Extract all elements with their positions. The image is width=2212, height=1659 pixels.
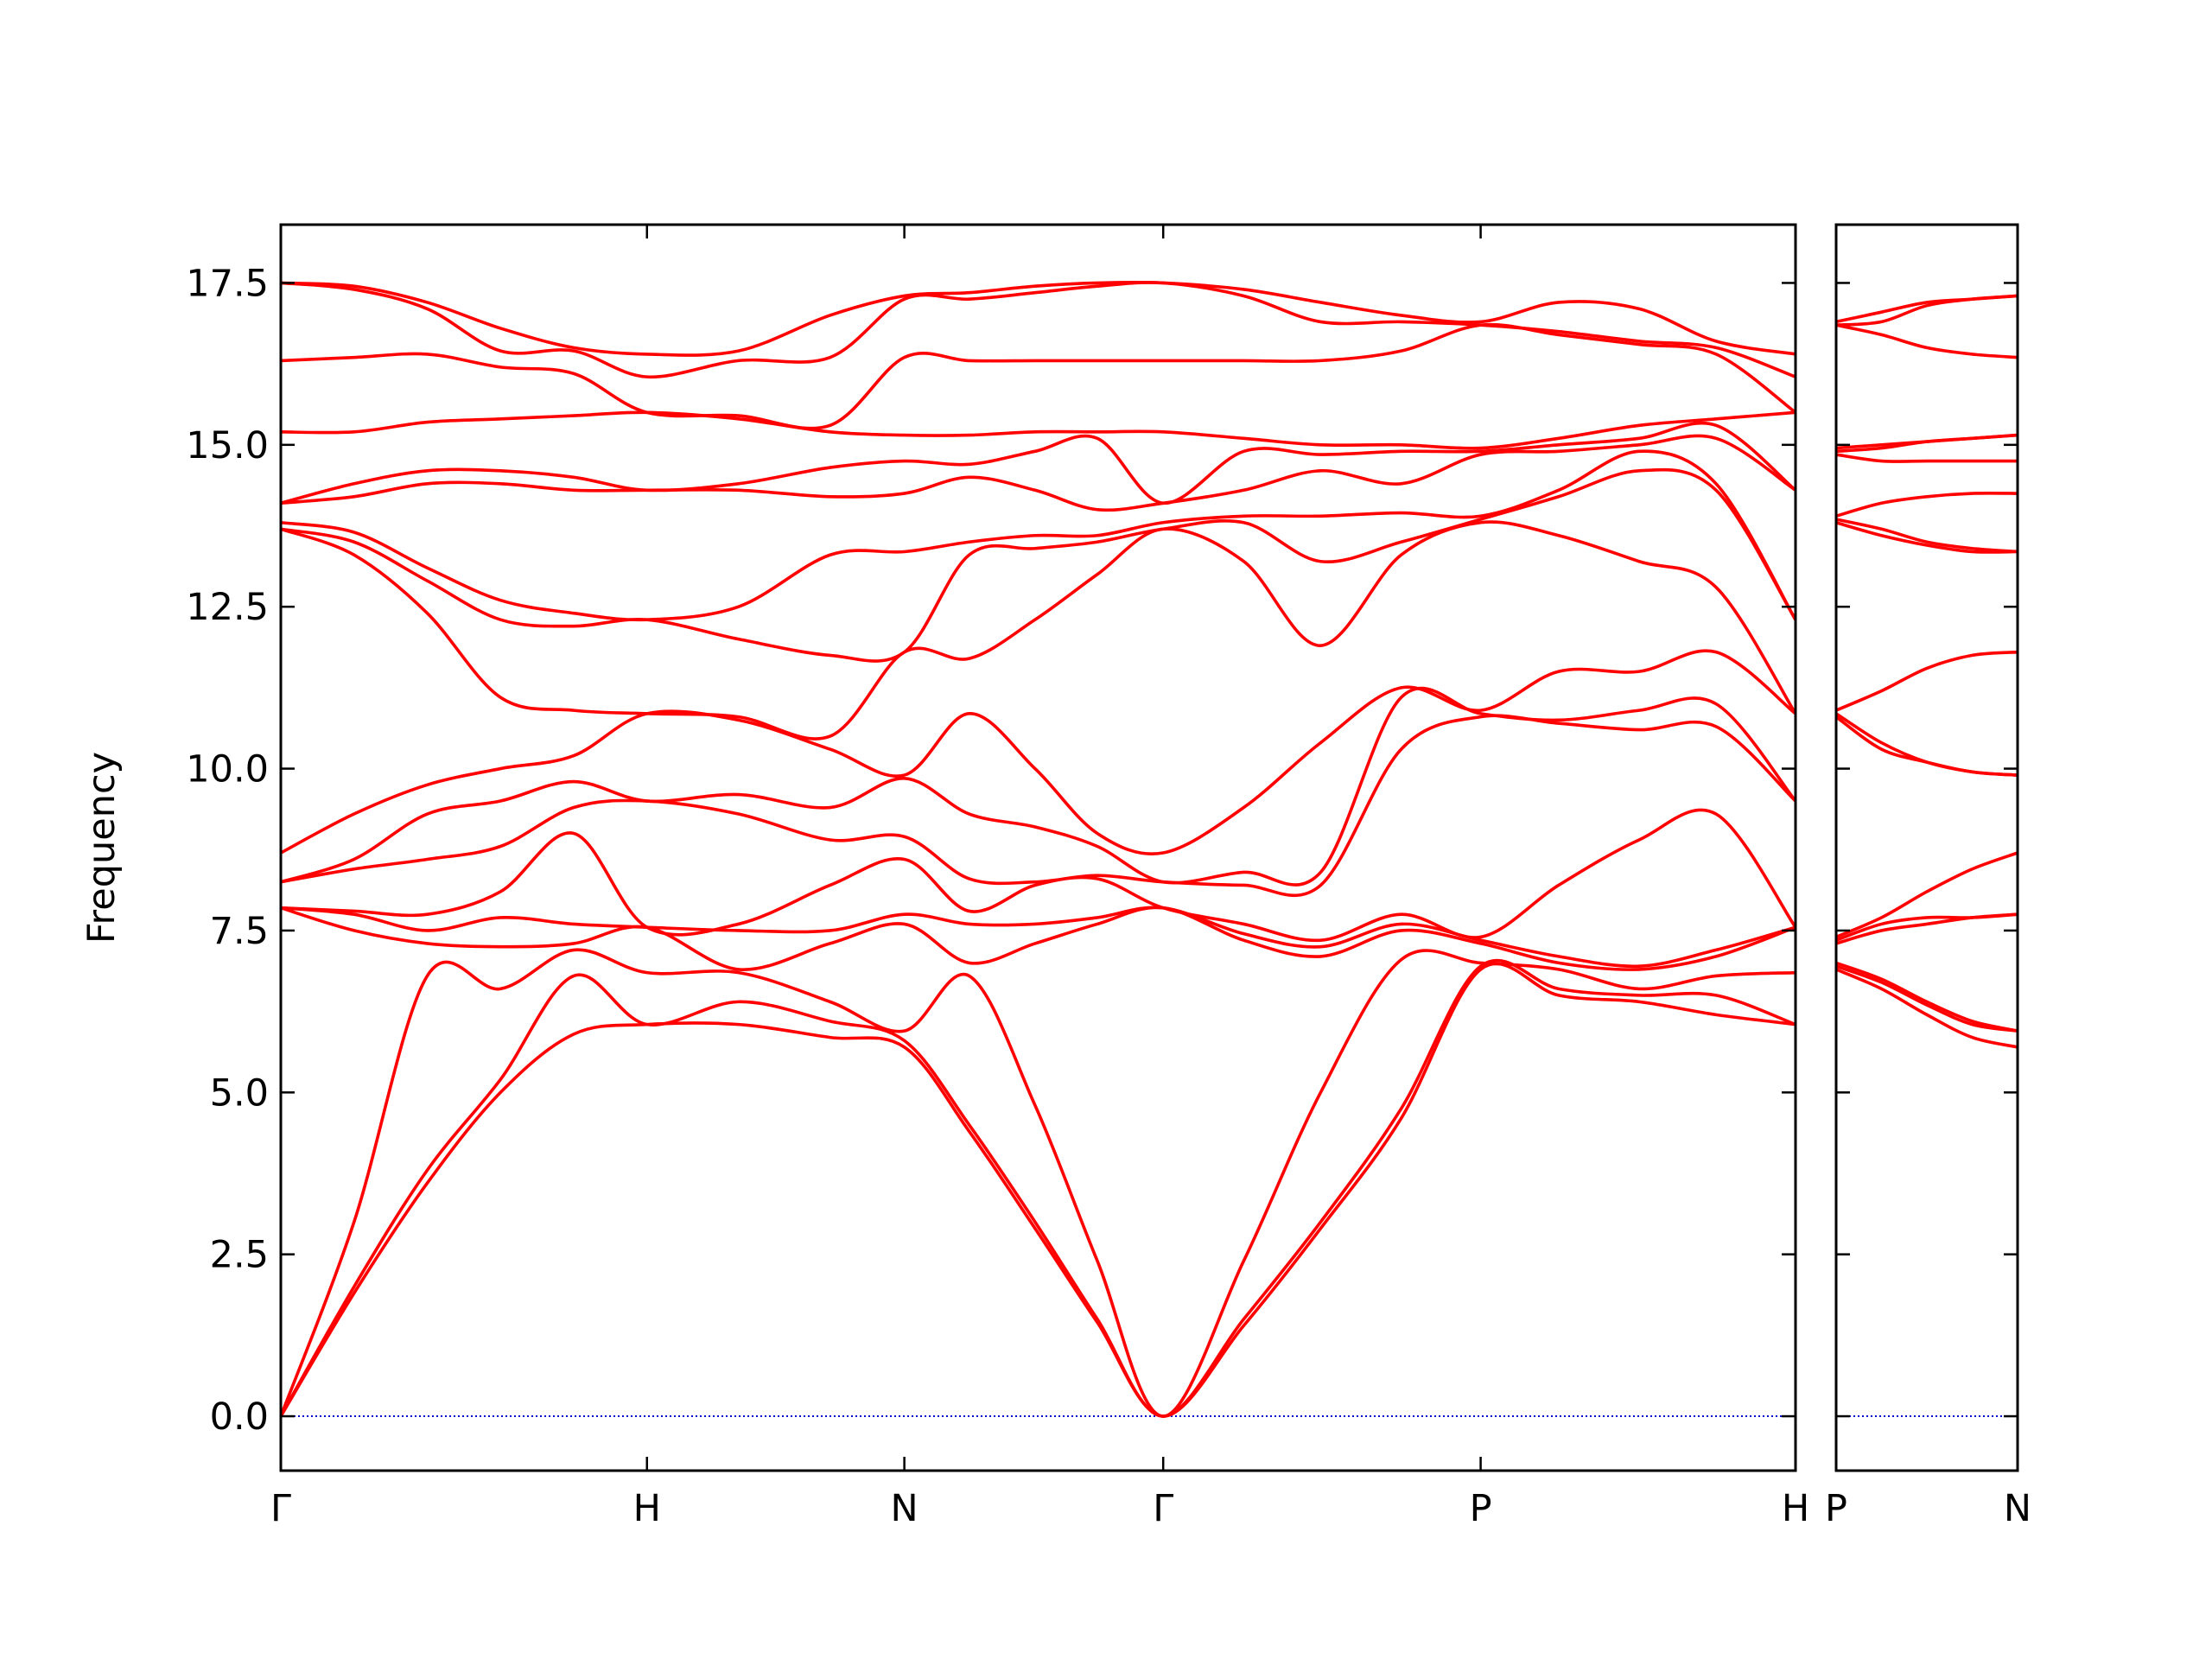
- band-line: [280, 808, 1797, 943]
- band-line: [280, 714, 1797, 898]
- x-tick-label: N: [2004, 1487, 2031, 1530]
- band-line: [280, 467, 1797, 663]
- band-line: [1835, 294, 2018, 327]
- band-line: [279, 958, 1796, 1418]
- band-line: [1835, 294, 2018, 324]
- band-line: [280, 434, 1796, 512]
- band-line: [1835, 521, 2018, 554]
- band-line: [1835, 712, 2018, 777]
- band-line: [1835, 964, 2018, 1033]
- y-tick-label: 17.5: [186, 262, 269, 305]
- y-tick-label: 15.0: [186, 424, 269, 467]
- x-tick-label: H: [1782, 1487, 1809, 1530]
- band-line: [280, 281, 1796, 378]
- x-tick-label: P: [1825, 1487, 1847, 1530]
- y-tick-label: 5.0: [210, 1071, 269, 1115]
- y-tick-label: 7.5: [210, 910, 269, 953]
- band-line: [1835, 518, 2018, 554]
- plot-frame: [279, 223, 1797, 1472]
- band-line: [1835, 433, 2018, 450]
- band-line: [280, 906, 1796, 969]
- band-line: [1835, 491, 2018, 518]
- band-line: [280, 649, 1797, 855]
- band-line: [279, 962, 1796, 1418]
- plot-frame: [1834, 223, 2019, 1472]
- x-tick-label: P: [1470, 1487, 1492, 1530]
- band-line: [280, 322, 1797, 430]
- band-line: [280, 410, 1796, 450]
- x-tick-label: Γ: [1153, 1487, 1173, 1530]
- x-tick-label: Γ: [270, 1487, 291, 1530]
- band-line: [1834, 715, 2018, 777]
- band-line: [280, 421, 1797, 505]
- x-tick-label: H: [633, 1487, 661, 1530]
- band-line: [1835, 650, 2018, 712]
- band-line: [1835, 912, 2018, 942]
- band-line: [280, 686, 1797, 887]
- y-tick-label: 12.5: [186, 586, 269, 629]
- y-tick-label: 10.0: [186, 748, 269, 791]
- band-line: [1835, 323, 2018, 359]
- x-tick-label: N: [891, 1487, 918, 1530]
- band-line: [280, 520, 1797, 741]
- band-line: [1835, 961, 2018, 1033]
- band-line: [279, 948, 1796, 1418]
- y-tick-label: 0.0: [210, 1395, 269, 1439]
- band-line: [1835, 453, 2018, 463]
- band-line: [280, 280, 1796, 357]
- band-line: [1835, 968, 2018, 1049]
- y-tick-label: 2.5: [210, 1234, 269, 1277]
- band-line: [280, 449, 1797, 622]
- band-line: [280, 906, 1796, 971]
- band-line: [1835, 851, 2018, 939]
- y-axis-label: Frequency: [80, 752, 124, 944]
